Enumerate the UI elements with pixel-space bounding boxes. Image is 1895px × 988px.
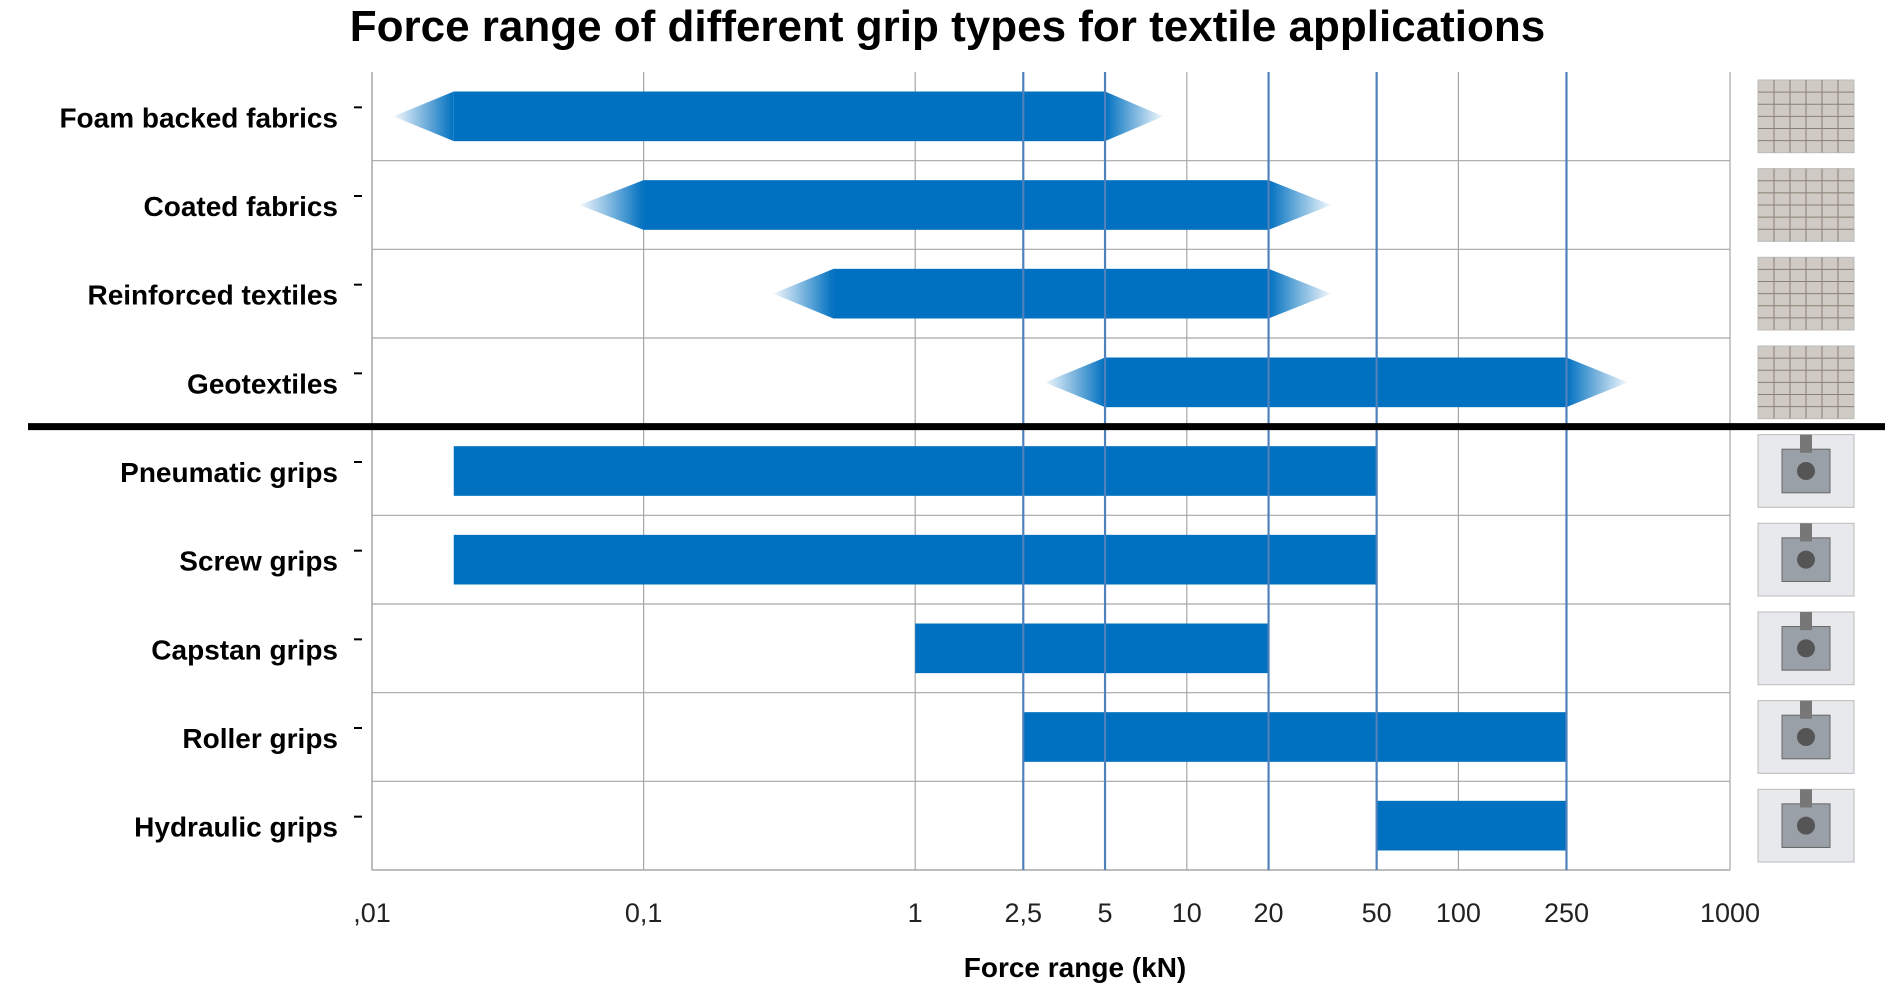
thumbnail-grip-rod: [1800, 523, 1812, 542]
x-tick-label: 1000: [1700, 898, 1760, 928]
range-bar: [915, 623, 1269, 674]
range-bar: [453, 446, 1377, 496]
x-tick-label: 50: [1362, 898, 1392, 928]
x-tick-label: 20: [1254, 898, 1284, 928]
thumbnail-grip-knob: [1797, 816, 1815, 835]
category-label: Screw grips: [179, 546, 338, 577]
range-bar: [1376, 800, 1567, 851]
range-bar-fade-left: [773, 268, 834, 319]
x-tick-label: 100: [1436, 898, 1481, 928]
x-tick-label: 10: [1172, 898, 1202, 928]
bar-layer: [393, 91, 1628, 851]
range-bar: [453, 534, 1377, 585]
thumbnail-grip-knob: [1797, 462, 1815, 480]
roller-grip-photo: [1757, 700, 1855, 774]
x-tick-label: 5: [1098, 898, 1113, 928]
category-label: Roller grips: [182, 723, 338, 754]
range-bar: [453, 91, 1106, 142]
thumbnail-layer: [1757, 79, 1855, 863]
capstan-grip-photo: [1757, 611, 1855, 686]
chart-title: Force range of different grip types for …: [349, 2, 1546, 51]
reinforced-textile-photo: [1757, 256, 1855, 331]
foam-backed-fabric-photo: [1757, 79, 1855, 154]
pneumatic-grip-photo: [1757, 434, 1855, 508]
category-label: Pneumatic grips: [120, 457, 338, 488]
category-label: Geotextiles: [187, 368, 338, 399]
range-bar: [643, 180, 1269, 230]
range-bar-fade-left: [579, 180, 644, 230]
category-label: Capstan grips: [151, 634, 338, 665]
geotextile-photo: [1757, 345, 1855, 420]
range-bar: [1105, 357, 1567, 408]
reference-line-layer: [28, 72, 1885, 870]
category-label: Coated fabrics: [144, 191, 339, 222]
x-tick-label: 2,5: [1005, 898, 1043, 928]
hydraulic-grip-photo: [1757, 788, 1855, 863]
x-axis-title: Force range (kN): [963, 952, 1187, 983]
x-tick-label: ,01: [353, 898, 391, 928]
range-bar-fade-left: [1044, 357, 1106, 408]
range-bar-fade-right: [1566, 357, 1628, 408]
thumbnail-grip-knob: [1797, 550, 1815, 569]
range-bar: [833, 268, 1269, 319]
category-label: Foam backed fabrics: [59, 102, 338, 133]
thumbnail-grip-rod: [1800, 611, 1812, 631]
category-label: Reinforced textiles: [87, 280, 338, 311]
category-label: Hydraulic grips: [134, 812, 338, 843]
x-tick-label: 1: [908, 898, 923, 928]
screw-grip-photo: [1757, 522, 1855, 597]
thumbnail-grip-rod: [1800, 700, 1812, 719]
thumbnail-grip-knob: [1797, 728, 1815, 746]
x-tick-label: 250: [1544, 898, 1589, 928]
x-tick-label: 0,1: [625, 898, 663, 928]
label-layer: ,01 0,1 1 2,5 5 10 20 50 100 250 1000 Foam backed f…: [59, 102, 1760, 928]
range-bar-fade-right: [1268, 180, 1332, 230]
range-bar-fade-right: [1268, 268, 1332, 319]
thumbnail-grip-rod: [1800, 789, 1812, 808]
thumbnail-grip-knob: [1797, 639, 1815, 658]
thumbnail-grip-rod: [1800, 434, 1812, 453]
range-bar-fade-left: [393, 91, 454, 142]
coated-fabric-photo: [1757, 168, 1855, 242]
range-bar: [1023, 712, 1567, 762]
range-bar-fade-right: [1105, 91, 1164, 142]
